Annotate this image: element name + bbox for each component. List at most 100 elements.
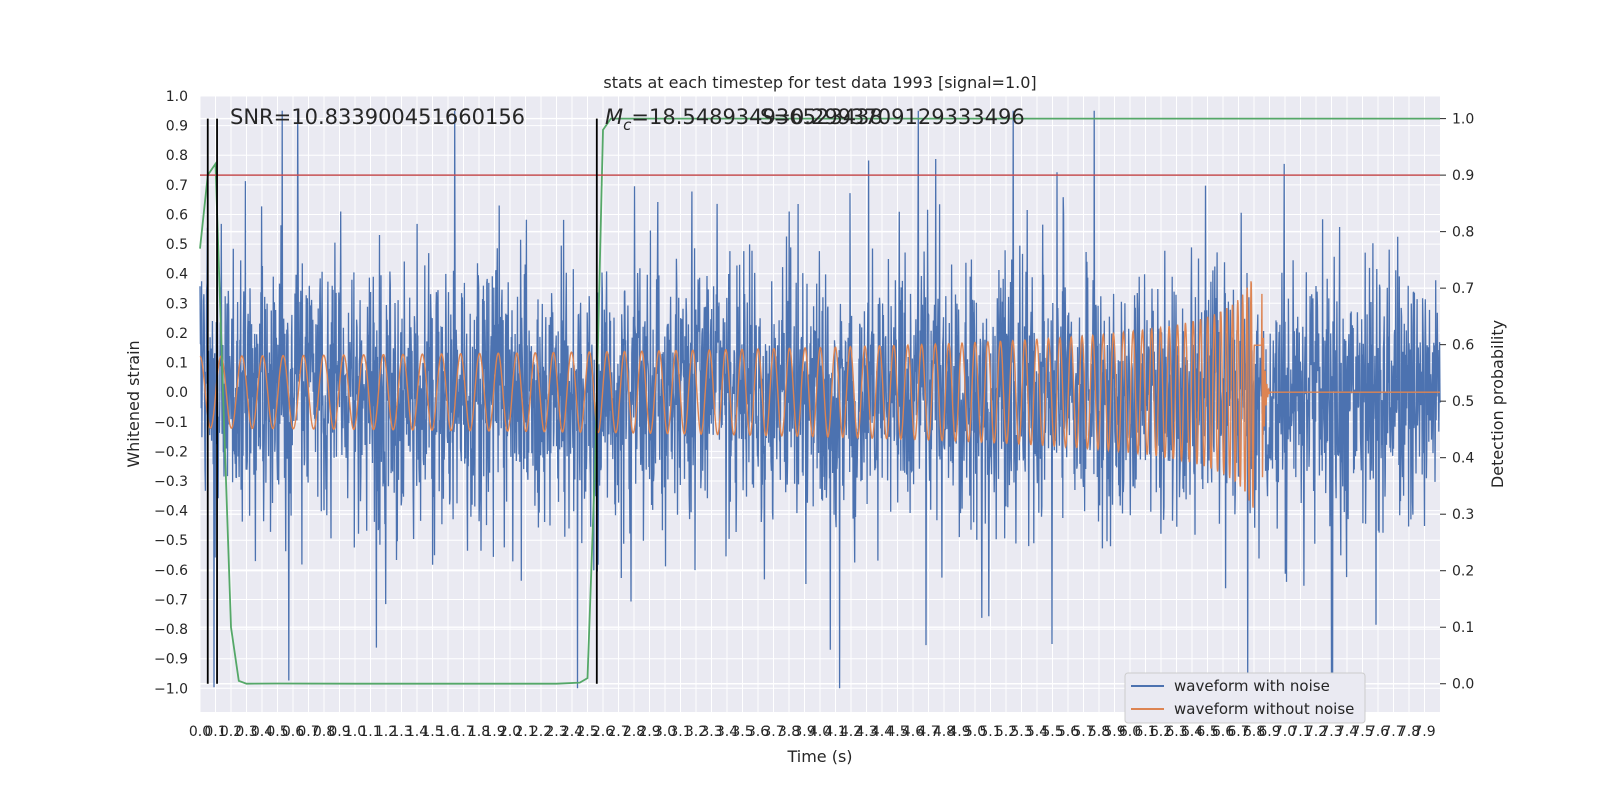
x-tick-label: 4.0 — [809, 724, 831, 740]
left-tick-label: 0.8 — [166, 148, 188, 164]
right-tick-label: 0.8 — [1452, 225, 1474, 241]
right-tick-label: 0.9 — [1452, 168, 1474, 184]
x-tick-label: 1.7 — [452, 724, 474, 740]
left-tick-label: −0.3 — [154, 474, 188, 490]
x-tick-label: 0.0 — [189, 724, 211, 740]
x-tick-label: 5.3 — [1010, 724, 1032, 740]
x-tick-label: 5.4 — [1026, 724, 1048, 740]
x-tick-label: 7.6 — [1367, 724, 1389, 740]
x-tick-label: 7.1 — [1289, 724, 1311, 740]
x-tick-label: 1.4 — [406, 724, 428, 740]
x-tick-label: 4.9 — [948, 724, 970, 740]
x-tick-label: 1.0 — [344, 724, 366, 740]
x-tick-label: 3.2 — [685, 724, 707, 740]
x-tick-label: 2.0 — [499, 724, 521, 740]
x-tick-label: 3.5 — [731, 724, 753, 740]
x-tick-label: 1.1 — [359, 724, 381, 740]
left-tick-label: −0.4 — [154, 504, 188, 520]
x-tick-label: 2.8 — [623, 724, 645, 740]
x-tick-label: 2.6 — [592, 724, 614, 740]
x-tick-label: 4.7 — [917, 724, 939, 740]
left-tick-label: 0.2 — [166, 326, 188, 342]
x-tick-label: 0.5 — [266, 724, 288, 740]
x-tick-labels: 0.00.10.20.30.40.50.60.70.80.91.01.11.21… — [189, 724, 1436, 740]
left-tick-label: 1.0 — [166, 89, 188, 105]
x-tick-label: 4.3 — [855, 724, 877, 740]
x-tick-label: 0.2 — [220, 724, 242, 740]
x-tick-label: 4.1 — [824, 724, 846, 740]
right-tick-label: 1.0 — [1452, 112, 1474, 128]
x-tick-label: 6.2 — [1150, 724, 1172, 740]
left-tick-label: 0.4 — [166, 267, 188, 283]
left-tick-label: −0.9 — [154, 652, 188, 668]
x-tick-label: 7.4 — [1336, 724, 1358, 740]
x-tick-label: 3.0 — [654, 724, 676, 740]
x-tick-label: 2.4 — [561, 724, 583, 740]
vertical-markers — [206, 118, 598, 684]
x-tick-label: 0.6 — [282, 724, 304, 740]
x-tick-label: 7.0 — [1274, 724, 1296, 740]
x-tick-label: 7.7 — [1382, 724, 1404, 740]
x-tick-label: 1.2 — [375, 724, 397, 740]
left-tick-label: −1.0 — [154, 681, 188, 697]
chart-title: stats at each timestep for test data 199… — [603, 73, 1036, 92]
x-tick-label: 1.6 — [437, 724, 459, 740]
x-tick-label: 3.7 — [762, 724, 784, 740]
x-tick-label: 5.9 — [1103, 724, 1125, 740]
left-tick-label: 0.0 — [166, 385, 188, 401]
left-tick-label: −0.2 — [154, 444, 188, 460]
x-tick-label: 2.1 — [514, 724, 536, 740]
legend-label-clean: waveform without noise — [1174, 700, 1354, 718]
x-tick-label: 1.9 — [483, 724, 505, 740]
left-tick-label: −0.6 — [154, 563, 188, 579]
x-tick-label: 6.7 — [1227, 724, 1249, 740]
x-tick-label: 3.6 — [747, 724, 769, 740]
left-tick-label: −0.1 — [154, 415, 188, 431]
x-tick-label: 2.3 — [545, 724, 567, 740]
x-tick-label: 0.9 — [328, 724, 350, 740]
left-tick-label: 0.6 — [166, 207, 188, 223]
x-tick-label: 5.5 — [1041, 724, 1063, 740]
x-tick-label: 5.6 — [1057, 724, 1079, 740]
right-tick-label: 0.7 — [1452, 281, 1474, 297]
legend: waveform with noise waveform without noi… — [1124, 672, 1366, 724]
left-tick-label: −0.8 — [154, 622, 188, 638]
x-tick-label: 6.8 — [1243, 724, 1265, 740]
x-tick-label: 4.6 — [902, 724, 924, 740]
x-tick-label: 2.2 — [530, 724, 552, 740]
x-tick-label: 5.8 — [1088, 724, 1110, 740]
left-tick-label: 0.7 — [166, 178, 188, 194]
right-tick-label: 0.2 — [1452, 564, 1474, 580]
x-tick-label: 0.7 — [297, 724, 319, 740]
x-tick-label: 6.6 — [1212, 724, 1234, 740]
x-tick-label: 7.2 — [1305, 724, 1327, 740]
x-tick-label: 3.3 — [700, 724, 722, 740]
y-axis-label-left: Whitened strain — [124, 340, 143, 467]
x-tick-label: 3.9 — [793, 724, 815, 740]
right-tick-label: 0.5 — [1452, 394, 1474, 410]
x-tick-label: 1.8 — [468, 724, 490, 740]
x-axis-label: Time (s) — [786, 747, 852, 766]
x-tick-label: 2.7 — [607, 724, 629, 740]
right-tick-label: 0.1 — [1452, 620, 1474, 636]
mc-value: =18.548934936523438 — [631, 105, 882, 129]
x-tick-label: 6.4 — [1181, 724, 1203, 740]
x-tick-label: 6.3 — [1165, 724, 1187, 740]
mc-subscript: c — [623, 116, 632, 134]
left-tick-label: −0.7 — [154, 592, 188, 608]
x-tick-label: 6.1 — [1134, 724, 1156, 740]
left-tick-labels: 1.0 0.9 0.8 0.7 0.6 0.5 0.4 0.3 0.2 0.1 0.0 −0.1 −0.… — [154, 89, 188, 697]
x-tick-label: 0.4 — [251, 724, 273, 740]
overlap-annotation: S=0.2993709129333496 — [760, 105, 1025, 129]
x-tick-label: 5.7 — [1072, 724, 1094, 740]
chirp-trace — [199, 281, 1440, 508]
chirp-mass-annotation: Mc=18.548934936523438 — [605, 105, 883, 134]
x-tick-label: 1.3 — [390, 724, 412, 740]
legend-label-noise: waveform with noise — [1174, 677, 1330, 695]
series-waveform-without-noise — [199, 281, 1440, 508]
x-tick-label: 7.5 — [1351, 724, 1373, 740]
x-tick-label: 4.4 — [871, 724, 893, 740]
x-tick-label: 3.1 — [669, 724, 691, 740]
x-tick-label: 5.0 — [964, 724, 986, 740]
